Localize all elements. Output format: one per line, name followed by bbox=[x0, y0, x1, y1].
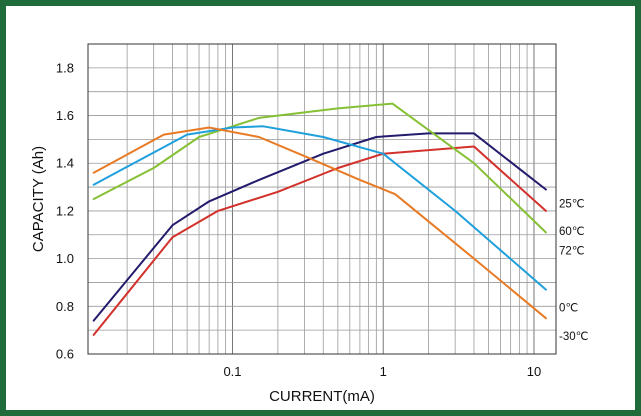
x-tick-label: 1 bbox=[380, 364, 387, 379]
x-tick-label: 0.1 bbox=[223, 364, 241, 379]
plot-area bbox=[87, 43, 557, 355]
y-tick-label: 1.0 bbox=[56, 251, 74, 266]
x-tick-label: 10 bbox=[527, 364, 541, 379]
series-line bbox=[92, 102, 547, 234]
x-axis-title: CURRENT(mA) bbox=[269, 388, 375, 405]
y-tick-label: 1.8 bbox=[56, 60, 74, 75]
y-tick-label: 1.2 bbox=[56, 203, 74, 218]
y-axis-title: CAPACITY (Ah) bbox=[30, 146, 47, 252]
series-lines bbox=[92, 102, 547, 336]
series-label: 72℃ bbox=[559, 245, 585, 257]
y-tick-label: 0.6 bbox=[56, 347, 74, 362]
y-tick-label: 0.8 bbox=[56, 299, 74, 314]
grid bbox=[88, 43, 556, 355]
y-tick-label: 1.4 bbox=[56, 156, 74, 171]
series-line bbox=[92, 145, 547, 336]
series-label: 25℃ bbox=[559, 198, 585, 210]
series-labels: 25℃ 60℃ 72℃ 0℃ -30℃ bbox=[559, 198, 589, 343]
series-label: -30℃ bbox=[559, 331, 589, 343]
series-line bbox=[92, 125, 547, 291]
series-label: 0℃ bbox=[559, 303, 578, 315]
tick-labels: 0.6 0.8 1.0 1.2 1.4 1.6 1.8 0.1 1 10 bbox=[56, 60, 541, 379]
series-label: 60℃ bbox=[559, 226, 585, 238]
y-tick-label: 1.6 bbox=[56, 108, 74, 123]
series-line bbox=[92, 132, 547, 322]
series-line bbox=[92, 126, 547, 320]
